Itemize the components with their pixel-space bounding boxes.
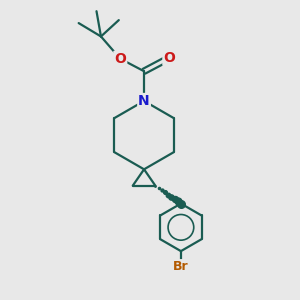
Text: N: N — [138, 94, 150, 108]
Text: O: O — [114, 52, 126, 66]
Text: Br: Br — [173, 260, 189, 273]
Text: O: O — [164, 51, 175, 65]
